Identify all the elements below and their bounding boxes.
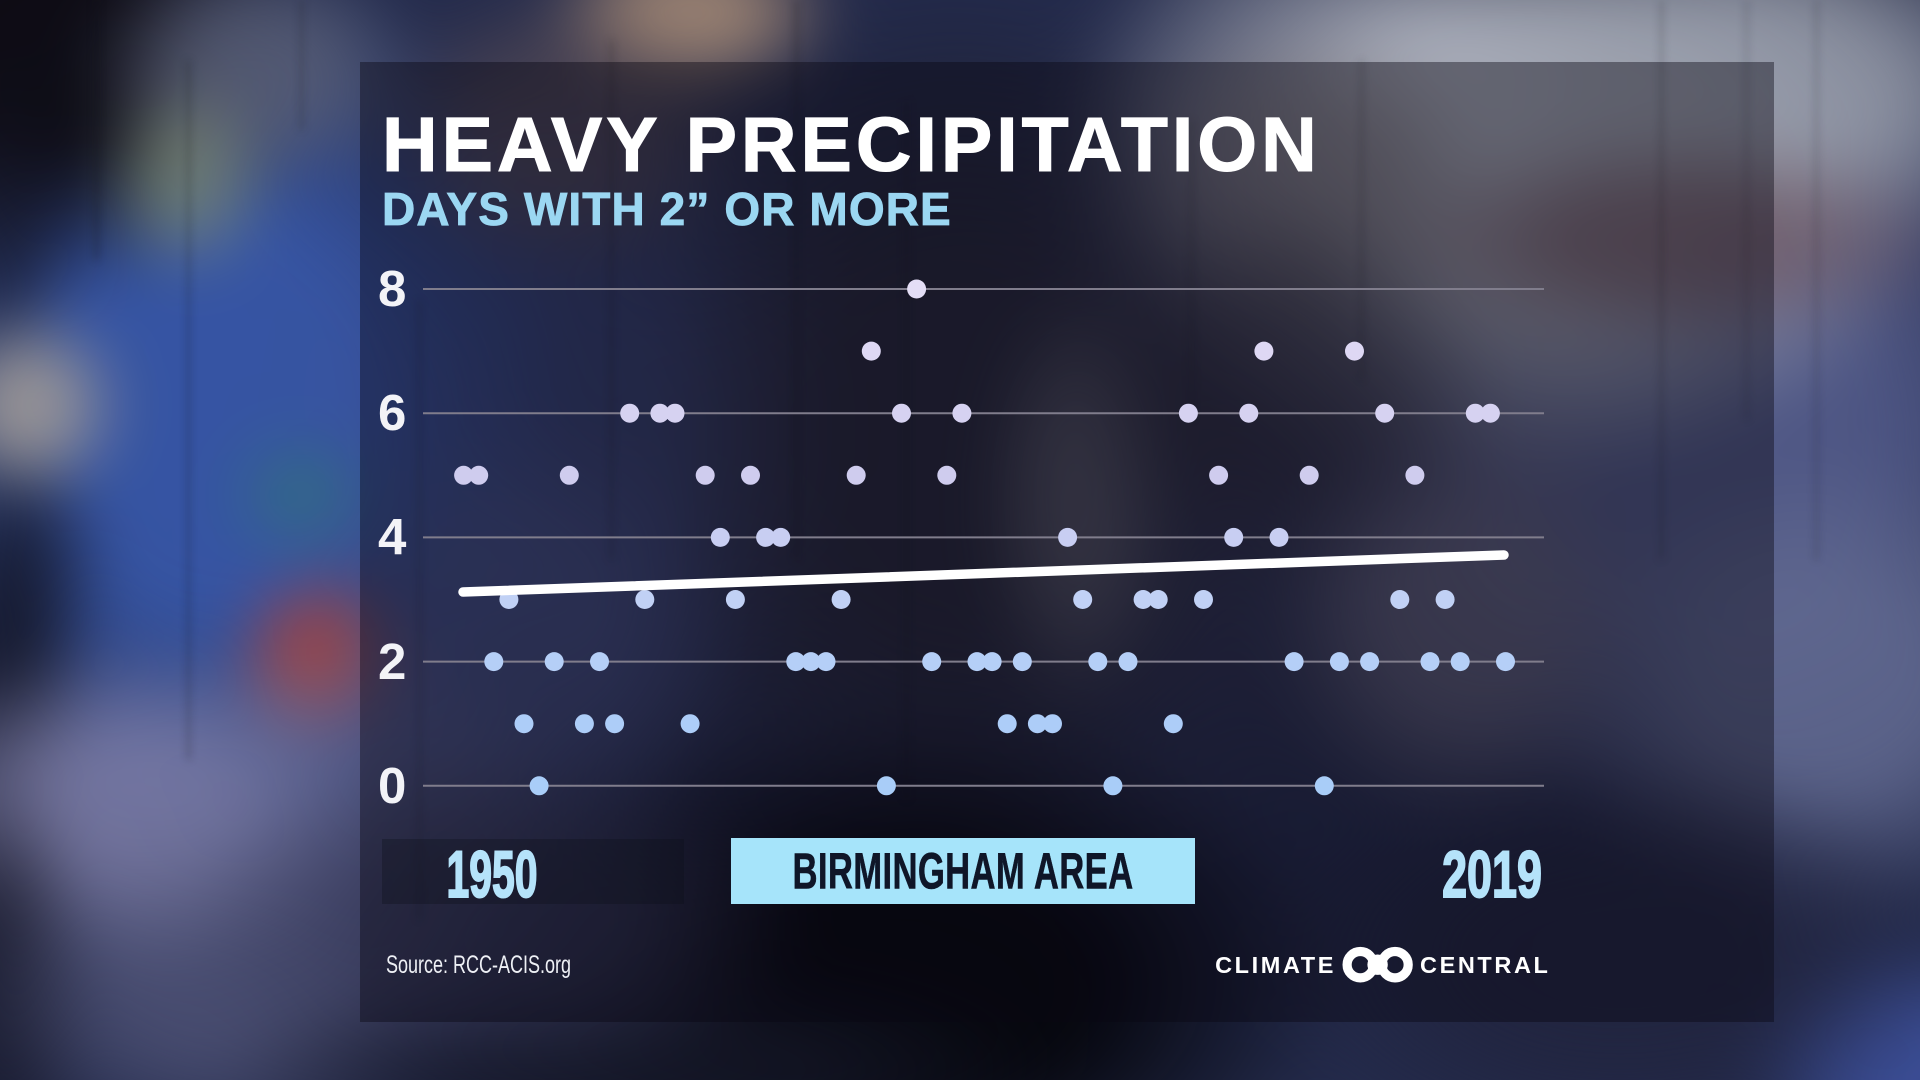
svg-text:CLIMATE: CLIMATE bbox=[1215, 952, 1336, 978]
svg-text:CENTRAL: CENTRAL bbox=[1420, 952, 1550, 978]
